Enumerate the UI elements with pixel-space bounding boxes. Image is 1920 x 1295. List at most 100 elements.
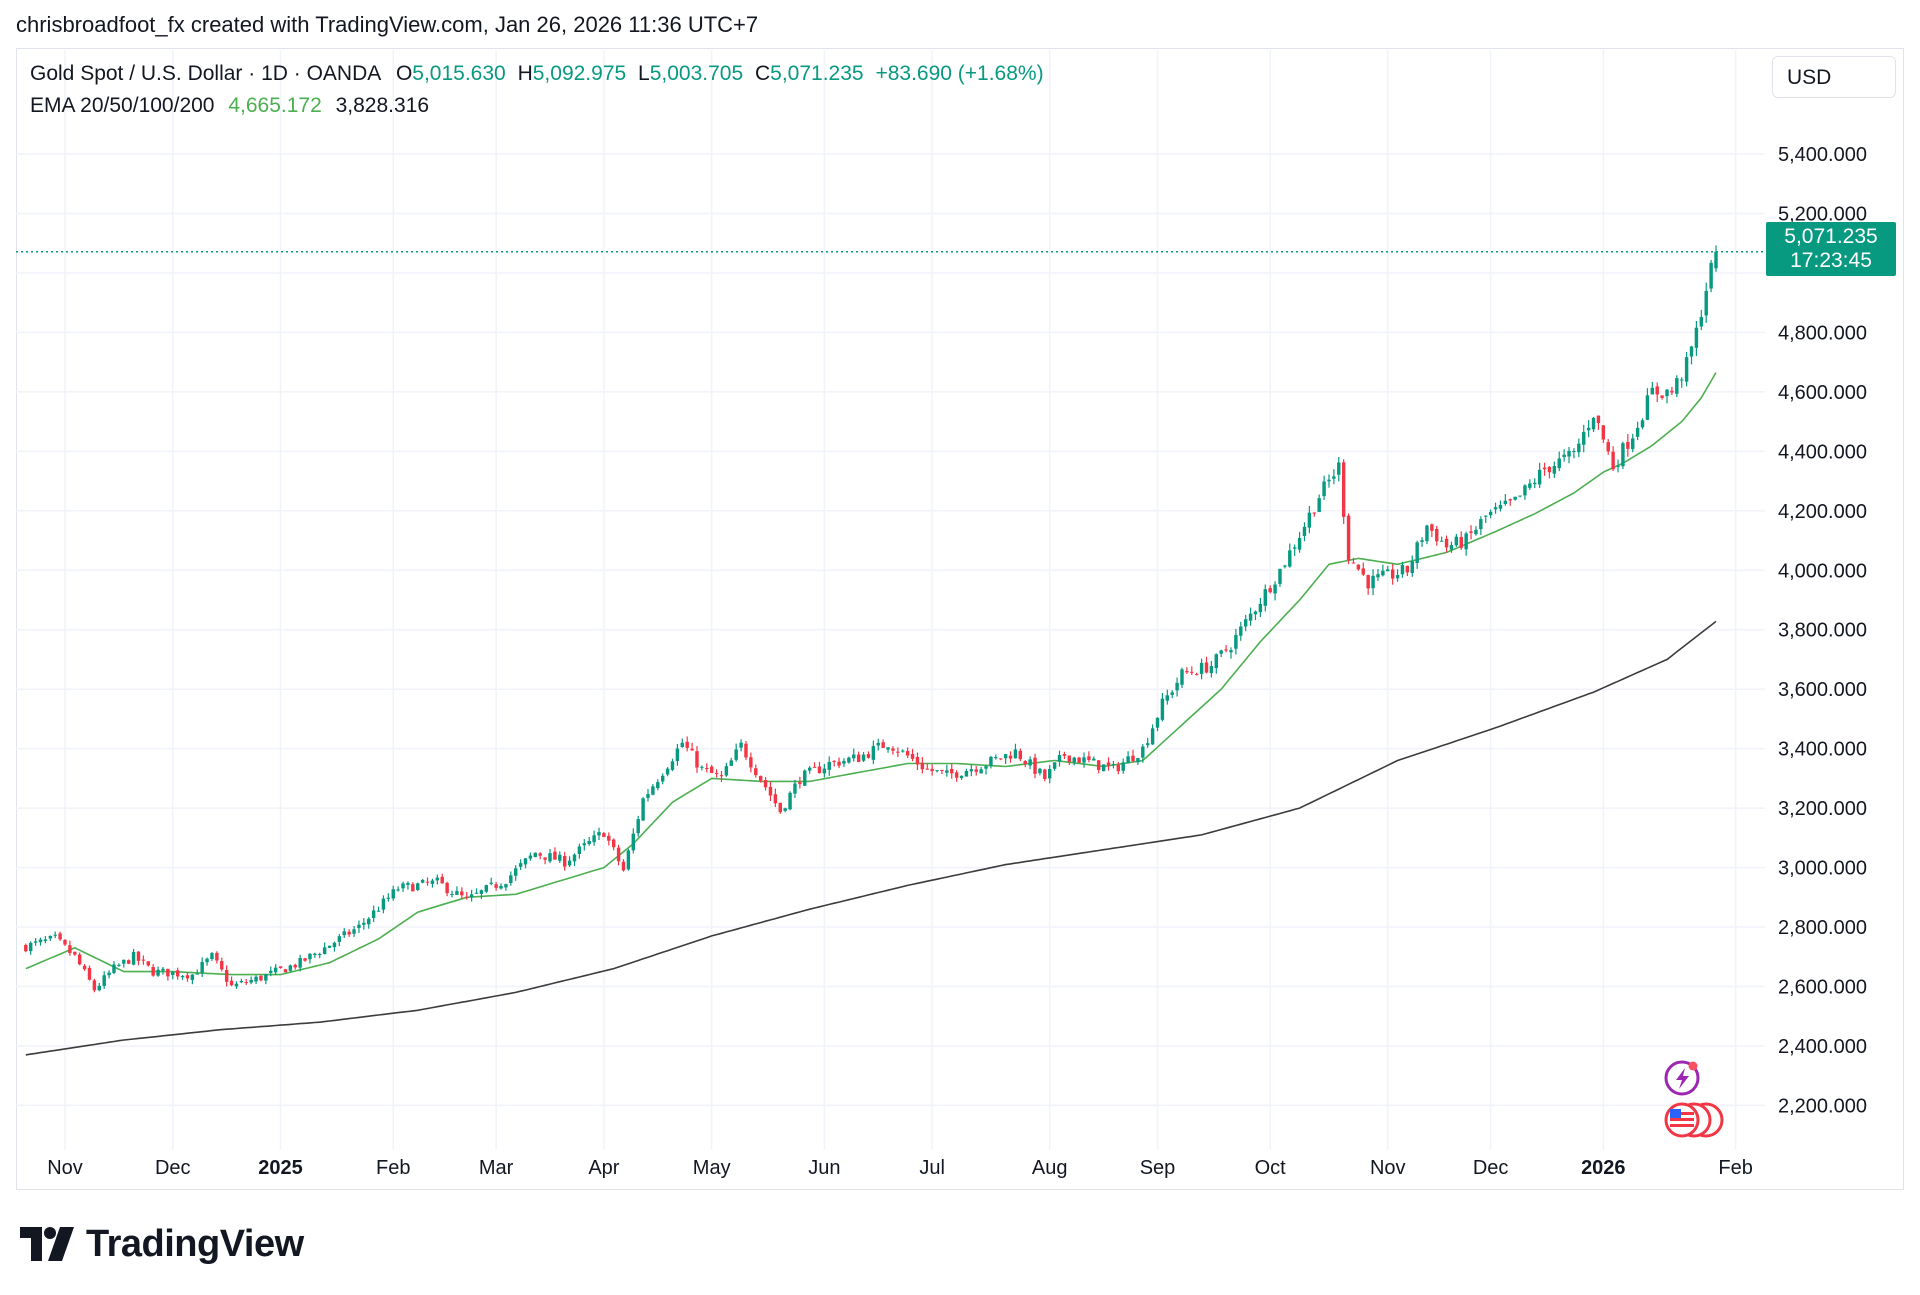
- time-tick-label: 2025: [258, 1157, 303, 1179]
- candle-body: [1043, 769, 1047, 780]
- price-tick-label: 4,600.000: [1778, 382, 1867, 404]
- candle-body: [1332, 476, 1336, 479]
- candle-body: [1621, 443, 1625, 467]
- us-economic-events-icon[interactable]: [1664, 1102, 1724, 1138]
- ema-label[interactable]: EMA 20/50/100/200: [30, 94, 215, 117]
- time-tick-label: May: [693, 1157, 731, 1179]
- candle-body: [151, 966, 155, 976]
- candle-body: [1694, 327, 1699, 348]
- candle-body: [1283, 565, 1287, 567]
- time-tick-label: Oct: [1255, 1157, 1287, 1179]
- time-tick-label: Feb: [376, 1157, 410, 1179]
- candle-body: [465, 896, 469, 898]
- candle-body: [504, 884, 508, 888]
- candle-body: [807, 767, 812, 771]
- candle-body: [386, 897, 391, 899]
- candle-body: [313, 953, 317, 956]
- candle-body: [1268, 588, 1272, 593]
- candle-body: [518, 863, 523, 867]
- time-tick-label: Jul: [919, 1157, 945, 1179]
- candle-body: [1190, 671, 1194, 673]
- candle-body: [1381, 570, 1385, 576]
- candle-body: [450, 893, 454, 895]
- candle-body: [1121, 762, 1125, 771]
- candle-body: [1577, 443, 1581, 453]
- candle-body: [1082, 757, 1086, 763]
- candle-body: [1464, 533, 1468, 550]
- time-tick-label: Nov: [1370, 1157, 1406, 1179]
- candle-body: [631, 833, 636, 851]
- candle-body: [1459, 536, 1463, 548]
- candle-body: [347, 931, 351, 935]
- price-tick-label: 3,600.000: [1778, 679, 1867, 701]
- candle-body: [910, 754, 915, 759]
- candle-body: [1454, 536, 1459, 546]
- currency-selector[interactable]: USD: [1772, 56, 1896, 98]
- candle-body: [896, 751, 900, 753]
- price-tick-label: 3,800.000: [1778, 620, 1867, 642]
- candle-body: [146, 961, 150, 966]
- candle-body: [474, 892, 479, 894]
- bolt-event-icon[interactable]: [1664, 1060, 1700, 1096]
- candle-body: [1327, 479, 1331, 482]
- high-value: 5,092.975: [532, 62, 627, 85]
- candle-body: [1665, 389, 1669, 397]
- candle-body: [1601, 425, 1606, 440]
- candle-body: [175, 970, 180, 977]
- candle-body: [1239, 626, 1243, 636]
- time-tick-label: 2026: [1581, 1157, 1626, 1179]
- candle-body: [1582, 432, 1586, 445]
- candle-body: [1199, 662, 1204, 674]
- candle-body: [724, 766, 729, 776]
- candle-body: [1204, 662, 1209, 673]
- candle-body: [445, 882, 449, 894]
- candle-body: [827, 761, 831, 770]
- candle-body: [430, 880, 435, 884]
- candle-body: [166, 968, 170, 977]
- candle-body: [1263, 589, 1268, 606]
- candle-body: [1704, 290, 1708, 316]
- candle-body: [1366, 575, 1370, 589]
- chart-frame[interactable]: [16, 48, 1904, 1190]
- price-tick-label: 4,200.000: [1778, 501, 1867, 523]
- candle-body: [1645, 395, 1650, 420]
- candle-body: [484, 885, 489, 892]
- tradingview-logo[interactable]: TradingView: [20, 1222, 304, 1266]
- candle-body: [945, 770, 949, 773]
- price-tick-label: 2,800.000: [1778, 917, 1867, 939]
- candle-body: [1278, 568, 1282, 584]
- candle-body: [425, 881, 430, 883]
- candle-body: [1234, 634, 1238, 649]
- candle-body: [558, 854, 562, 861]
- candle-body: [1513, 496, 1517, 500]
- candle-body: [754, 768, 758, 776]
- candle-body: [954, 772, 959, 778]
- candle-body: [288, 965, 293, 971]
- candle-body: [28, 942, 33, 952]
- candle-body: [293, 964, 297, 968]
- price-tick-label: 4,800.000: [1778, 322, 1867, 344]
- candle-body: [1670, 390, 1674, 393]
- candle-body: [680, 742, 685, 747]
- close-label: C: [755, 62, 771, 85]
- candle-body: [989, 756, 993, 766]
- candle-body: [1567, 450, 1571, 457]
- candle-body: [969, 769, 974, 772]
- open-label: O: [395, 62, 413, 85]
- candle-body: [1518, 495, 1522, 497]
- candle-body: [1552, 466, 1557, 474]
- candle-body: [979, 769, 983, 774]
- candle-body: [87, 967, 92, 980]
- candle-body: [1498, 504, 1503, 509]
- symbol-title[interactable]: Gold Spot / U.S. Dollar · 1D · OANDA: [30, 62, 381, 85]
- candle-body: [582, 843, 587, 846]
- price-tick-label: 5,200.000: [1778, 204, 1867, 226]
- grid-lines: [16, 50, 1765, 1150]
- candle-body: [842, 760, 846, 764]
- candle-body: [391, 889, 395, 899]
- candle-body: [611, 839, 616, 848]
- candle-body: [234, 983, 239, 987]
- candle-body: [533, 852, 538, 857]
- candle-body: [63, 939, 67, 945]
